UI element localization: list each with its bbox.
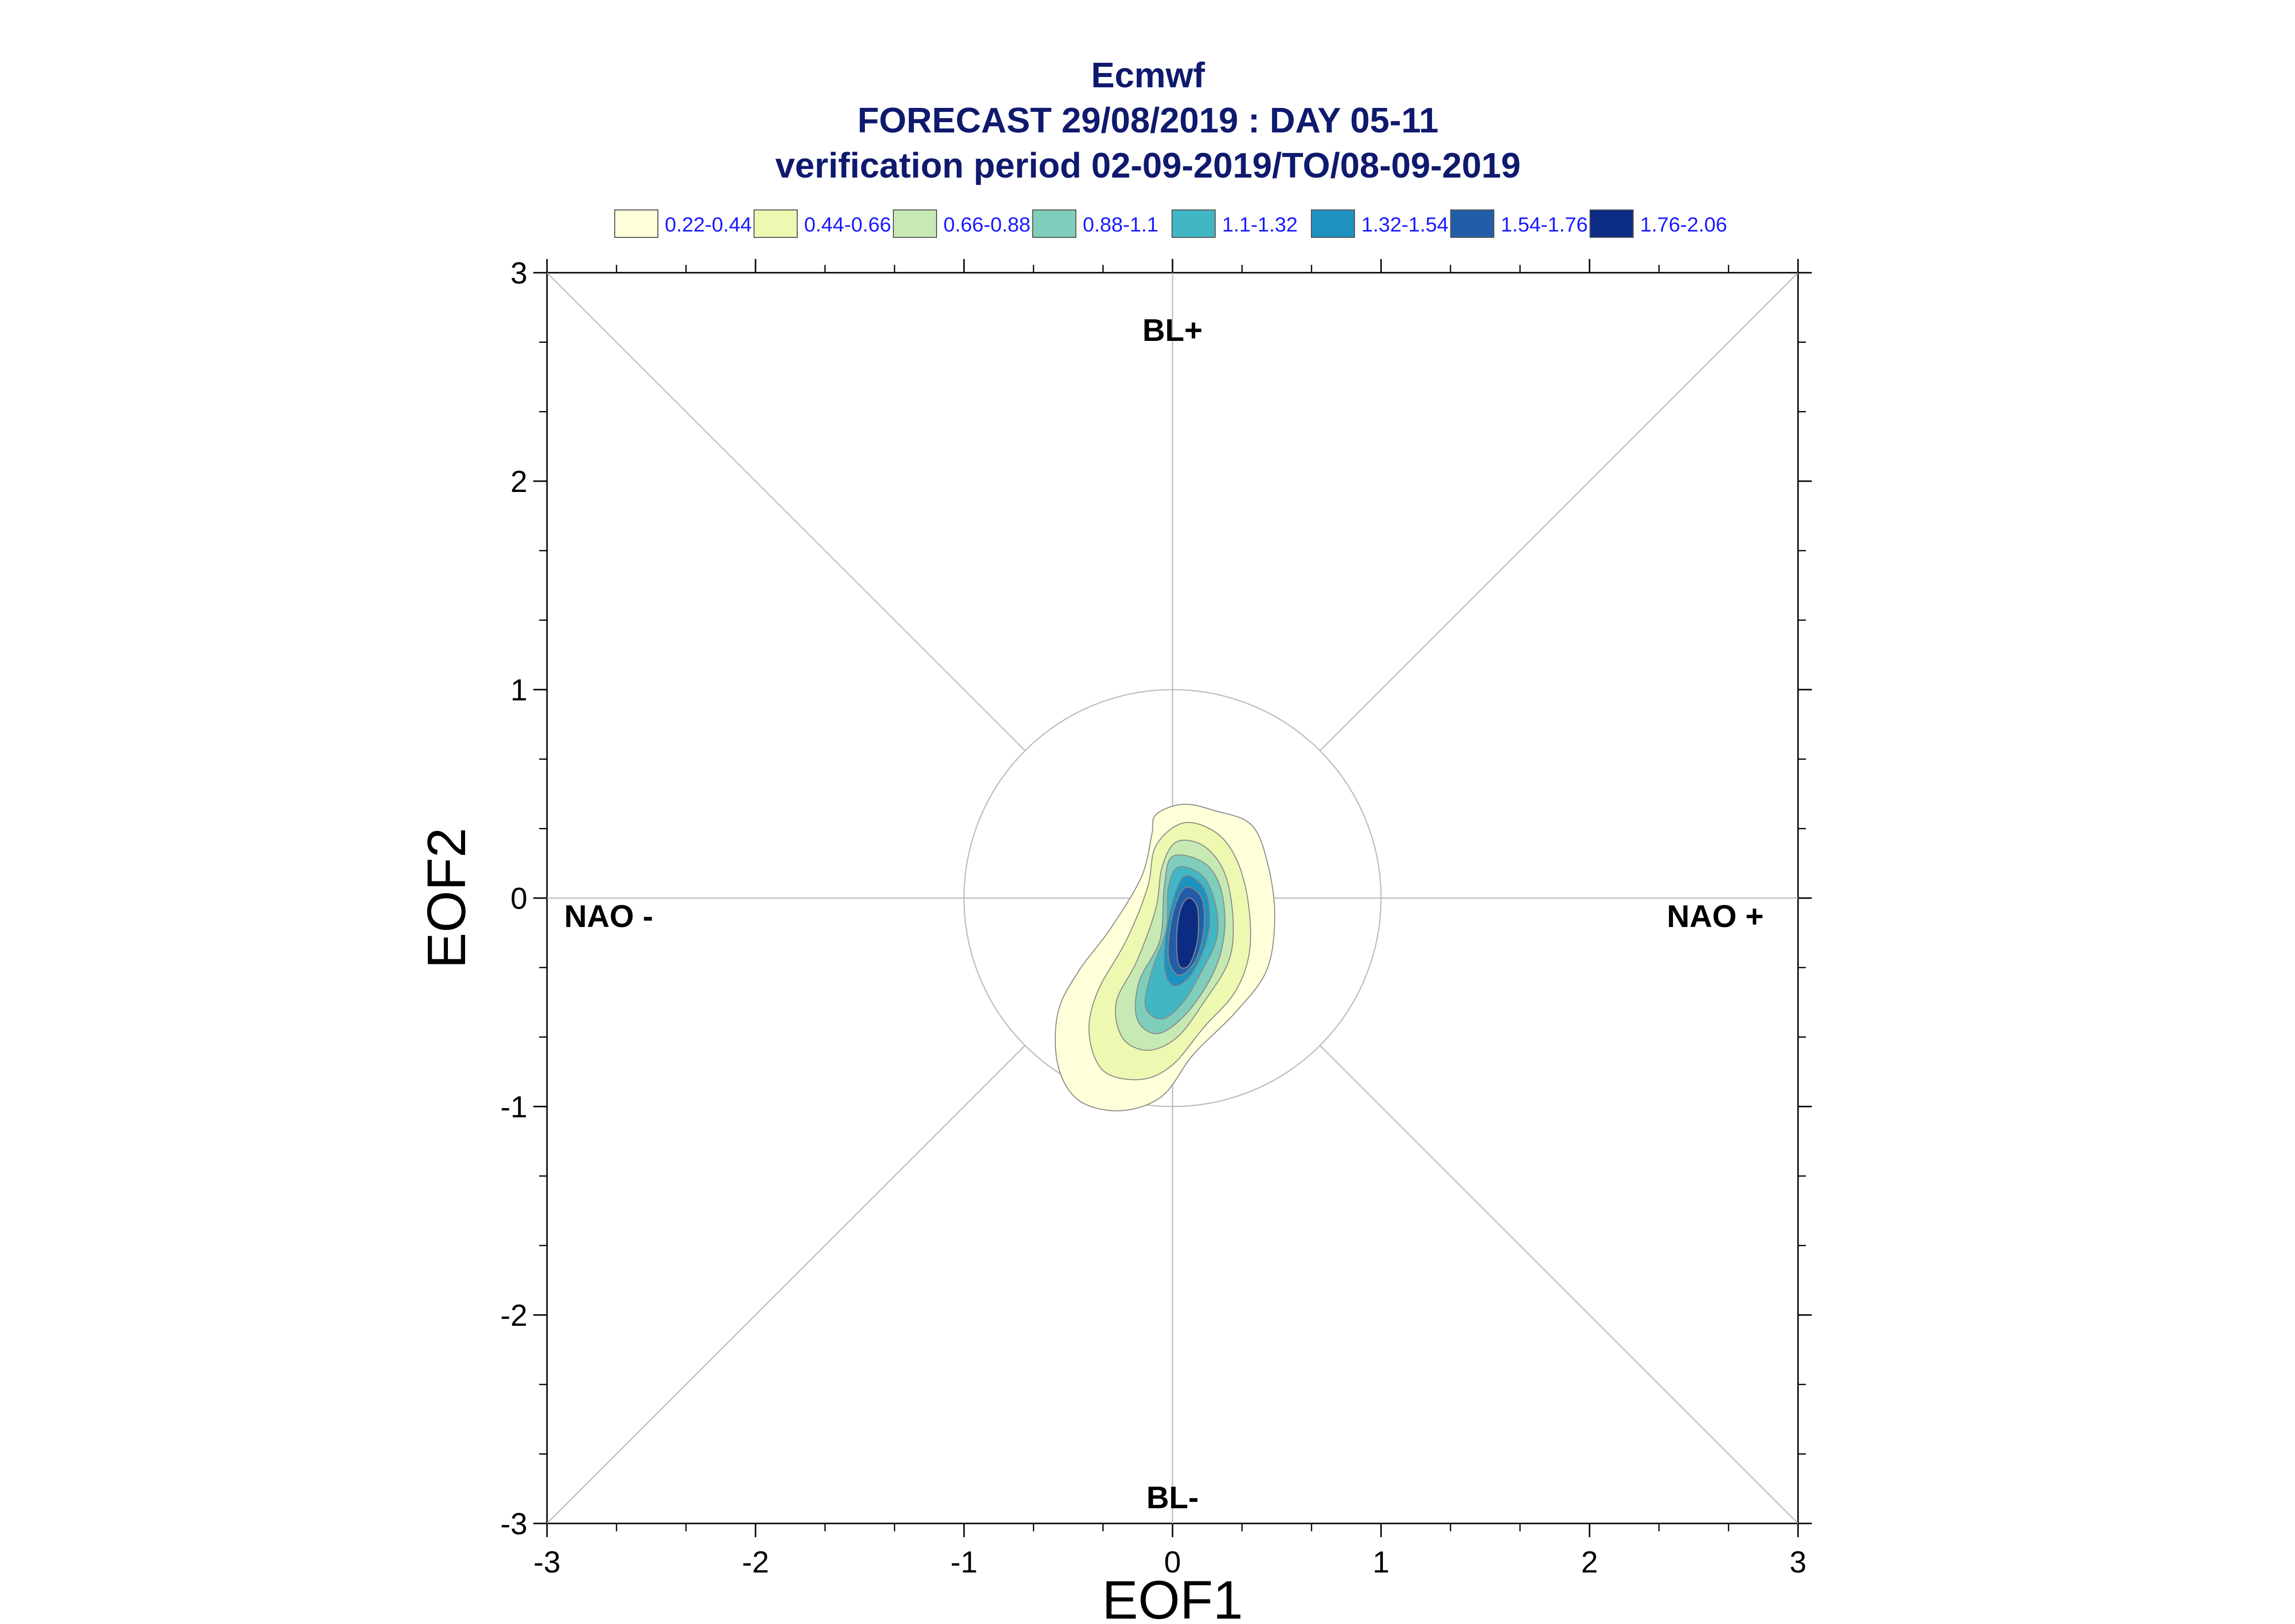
legend-label: 0.44-0.66 bbox=[804, 213, 891, 236]
legend-swatch bbox=[893, 209, 937, 238]
legend-label: 1.76-2.06 bbox=[1640, 213, 1727, 236]
chart-title: Ecmwf FORECAST 29/08/2019 : DAY 05-11 ve… bbox=[775, 56, 1520, 185]
region-label-right: NAO + bbox=[1667, 899, 1764, 934]
diagonal-line-top-right bbox=[1319, 272, 1799, 751]
title-line-3: verification period 02-09-2019/TO/08-09-… bbox=[775, 146, 1520, 185]
y-tick-label: 1 bbox=[511, 673, 527, 707]
x-tick-label: -2 bbox=[742, 1546, 769, 1579]
legend-swatch bbox=[1311, 209, 1355, 238]
x-tick-label: 0 bbox=[1164, 1546, 1181, 1579]
y-tick-label: -1 bbox=[500, 1090, 527, 1124]
diagonal-line-top-left bbox=[547, 272, 1026, 751]
legend-swatch bbox=[1172, 209, 1216, 238]
y-tick-label: 3 bbox=[511, 257, 527, 290]
density-contour-1.76-2.06 bbox=[1176, 897, 1200, 969]
title-line-2: FORECAST 29/08/2019 : DAY 05-11 bbox=[858, 101, 1439, 140]
legend-swatch bbox=[1032, 209, 1076, 238]
density-contours bbox=[1055, 803, 1276, 1111]
y-tick-label: 2 bbox=[511, 465, 527, 499]
plot-area: -3 -2 -1 0 1 2 3 -3 -2 -1 0 1 2 3 bbox=[500, 257, 1812, 1579]
legend-swatch bbox=[1450, 209, 1494, 238]
title-line-1: Ecmwf bbox=[1091, 56, 1205, 95]
y-tick-label: -2 bbox=[500, 1299, 527, 1333]
x-tick-label: -1 bbox=[950, 1546, 977, 1579]
diagonal-line-bottom-left bbox=[547, 1045, 1026, 1524]
x-tick-label: 1 bbox=[1373, 1546, 1389, 1579]
legend-swatch bbox=[1590, 209, 1634, 238]
guide-lines bbox=[547, 272, 1799, 1524]
legend-swatch bbox=[614, 209, 658, 238]
region-label-top: BL+ bbox=[1143, 312, 1203, 348]
region-label-left: NAO - bbox=[564, 899, 653, 934]
x-tick-label: 3 bbox=[1790, 1546, 1806, 1579]
legend-label: 0.66-0.88 bbox=[943, 213, 1030, 236]
legend-swatch bbox=[754, 209, 798, 238]
reference-circle bbox=[963, 689, 1382, 1108]
region-label-bottom: BL- bbox=[1147, 1480, 1199, 1515]
x-tick-label: 2 bbox=[1581, 1546, 1598, 1579]
legend: 0.22-0.44 0.44-0.66 0.66-0.88 0.88-1.1 1.1-1… bbox=[614, 209, 1727, 238]
legend-label: 1.54-1.76 bbox=[1501, 213, 1588, 236]
x-axis-title: EOF1 bbox=[1102, 1570, 1243, 1624]
axis-ticks: -3 -2 -1 0 1 2 3 -3 -2 -1 0 1 2 3 bbox=[500, 257, 1812, 1579]
x-tick-label: -3 bbox=[533, 1546, 560, 1579]
legend-label: 1.32-1.54 bbox=[1361, 213, 1448, 236]
legend-label: 1.1-1.32 bbox=[1222, 213, 1298, 236]
legend-label: 0.22-0.44 bbox=[665, 213, 752, 236]
legend-label: 0.88-1.1 bbox=[1083, 213, 1158, 236]
diagonal-line-bottom-right bbox=[1319, 1045, 1799, 1524]
y-tick-label: -3 bbox=[500, 1507, 527, 1541]
y-axis-title: EOF2 bbox=[417, 827, 477, 968]
y-tick-label: 0 bbox=[511, 882, 527, 916]
